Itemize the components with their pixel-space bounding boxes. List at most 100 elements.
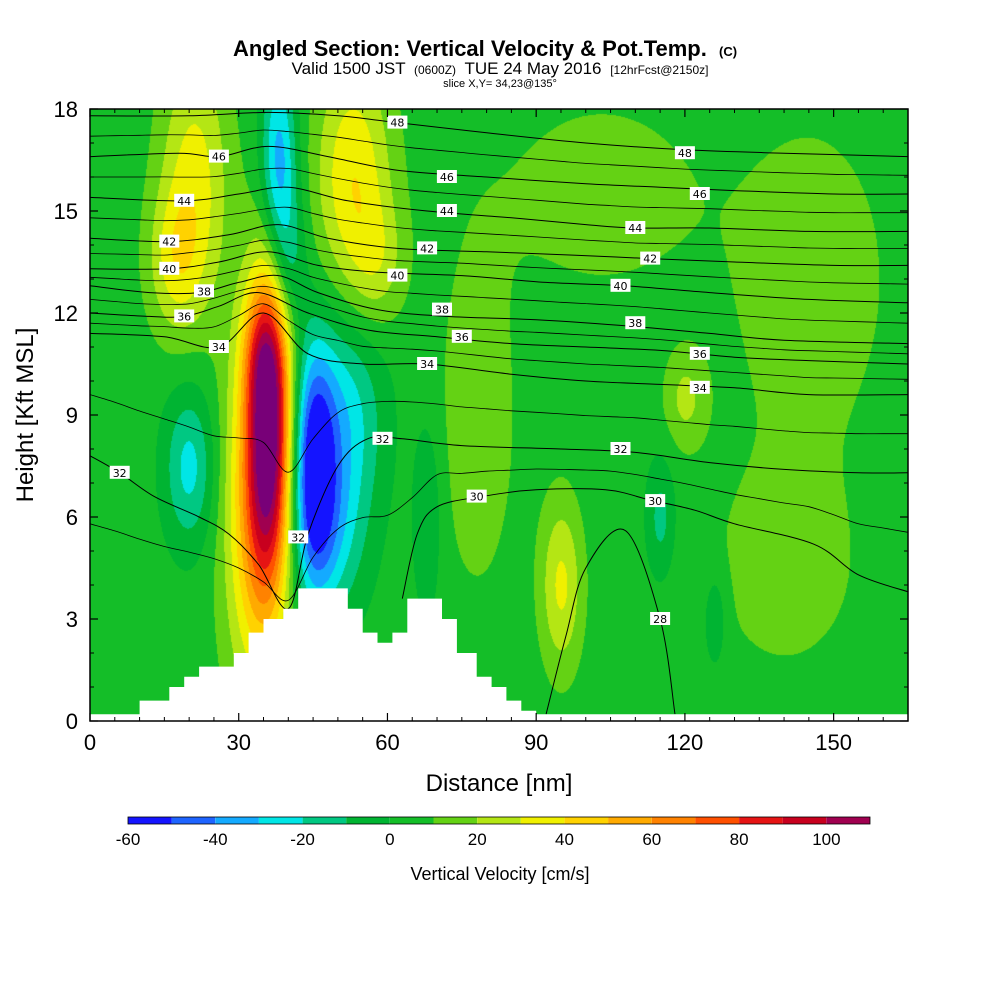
- y-tick-label: 6: [66, 505, 78, 530]
- subtitle-forecast: [12hrFcst@2150z]: [610, 63, 708, 77]
- contour-label-text: 44: [440, 205, 454, 218]
- contour-label: 40: [610, 278, 631, 293]
- colorbar-tick-label: -60: [116, 830, 141, 849]
- theta-contour-intermediate: [90, 206, 908, 249]
- contour-label: 32: [372, 431, 393, 446]
- contour-label-text: 32: [291, 531, 305, 544]
- contour-label-box: [689, 346, 710, 360]
- contour-label-box: [625, 221, 646, 234]
- contour-label-text: 36: [455, 331, 469, 344]
- contour-label: 38: [432, 302, 452, 317]
- contour-label: 46: [208, 149, 229, 164]
- colorbar-swatch: [520, 817, 565, 824]
- x-tick-label: 30: [226, 730, 250, 755]
- colorbar-swatch: [346, 817, 390, 824]
- colorbar-tick-label: 40: [555, 830, 574, 849]
- colorbar-swatch: [477, 817, 521, 824]
- contour-label-box: [610, 278, 631, 292]
- theta-contour-intermediate: [90, 394, 908, 473]
- theta-contour-28: [545, 528, 676, 715]
- contour-label: 38: [625, 316, 646, 330]
- y-tick-label: 18: [54, 97, 78, 122]
- contour-label-text: 38: [197, 285, 211, 298]
- contour-label-text: 38: [628, 317, 642, 330]
- contour-label-box: [610, 442, 631, 455]
- contour-label-box: [208, 340, 229, 353]
- theta-contour-intermediate: [90, 265, 908, 324]
- theta-contour-30: [401, 488, 908, 599]
- contour-label-text: 42: [162, 236, 176, 249]
- theta-contour-intermediate: [90, 239, 908, 285]
- contour-label: 34: [417, 357, 438, 371]
- contour-label: 34: [208, 340, 229, 354]
- contour-label-text: 48: [390, 117, 404, 130]
- contour-label-box: [689, 380, 710, 394]
- contour-label-box: [109, 465, 130, 479]
- contour-label-text: 46: [212, 151, 226, 164]
- chart-title-units: (C): [719, 44, 737, 59]
- x-axis: 0 30 60 90 120 150: [84, 109, 884, 755]
- contour-label-box: [625, 316, 646, 330]
- y-tick-label: 3: [66, 607, 78, 632]
- colorbar-swatch: [782, 817, 827, 824]
- colorbar-tick-label: 60: [642, 830, 661, 849]
- colorbar-tick-label: -40: [203, 830, 228, 849]
- vertical-velocity-field: [90, 109, 908, 721]
- contour-label-text: 36: [177, 310, 191, 323]
- subtitle-date: TUE 24 May 2016: [464, 59, 601, 78]
- contour-label-box: [645, 494, 666, 508]
- contour-label-box: [372, 431, 393, 445]
- contour-label-box: [387, 268, 408, 282]
- contour-label-box: [640, 251, 661, 265]
- contour-label: 32: [109, 465, 130, 480]
- contour-label: 38: [194, 284, 214, 298]
- contour-label-box: [417, 241, 438, 255]
- colorbar-title: Vertical Velocity [cm/s]: [410, 864, 589, 884]
- contour-label: 36: [451, 329, 472, 344]
- colorbar-swatch: [695, 817, 739, 824]
- x-tick-label: 90: [524, 730, 548, 755]
- colorbar-tick-label: 80: [730, 830, 749, 849]
- contour-label-box: [689, 187, 710, 200]
- theta-contour-48: [90, 111, 908, 158]
- colorbar-swatch: [564, 817, 609, 824]
- contour-label-box: [436, 204, 457, 217]
- colorbar-tick-label: 20: [468, 830, 487, 849]
- theta-contour-intermediate: [90, 167, 908, 214]
- contour-label: 46: [436, 170, 457, 184]
- contour-label-box: [451, 329, 472, 343]
- contour-label: 36: [174, 309, 195, 323]
- theta-contour-44: [90, 186, 908, 233]
- contour-label-text: 28: [653, 613, 667, 626]
- contour-label-box: [288, 530, 309, 544]
- contour-label-text: 32: [113, 467, 127, 480]
- y-axis-label: Height [Kft MSL]: [12, 328, 39, 503]
- theta-contour-intermediate: [90, 468, 908, 602]
- contour-label-text: 40: [614, 280, 628, 293]
- colorbar-tick-label: 0: [385, 830, 394, 849]
- colorbar-swatch: [302, 817, 347, 824]
- contour-label-box: [432, 302, 452, 316]
- contour-label-box: [417, 357, 438, 370]
- contour-label: 32: [610, 442, 631, 456]
- colorbar-swatch: [215, 817, 259, 824]
- x-tick-label: 60: [375, 730, 399, 755]
- contour-label-box: [194, 284, 214, 298]
- colorbar-swatch: [171, 817, 216, 824]
- theta-contour-intermediate: [90, 303, 908, 380]
- contour-label-box: [159, 234, 180, 248]
- contour-label-text: 44: [177, 195, 191, 208]
- theta-contour-40: [90, 251, 908, 304]
- chart-title: Angled Section: Vertical Velocity & Pot.…: [233, 36, 737, 61]
- contour-label: 36: [689, 346, 710, 361]
- contour-label-text: 30: [648, 495, 662, 508]
- colorbar-swatch: [651, 817, 696, 824]
- contour-label-text: 36: [693, 348, 707, 361]
- contour-label-text: 32: [614, 443, 628, 456]
- contour-label-box: [436, 170, 457, 183]
- theta-contour-intermediate: [90, 129, 908, 176]
- contour-label: 40: [159, 261, 180, 276]
- contour-label-box: [174, 309, 195, 323]
- chart-title-text: Angled Section: Vertical Velocity & Pot.…: [233, 36, 707, 61]
- contour-label: 44: [436, 204, 457, 218]
